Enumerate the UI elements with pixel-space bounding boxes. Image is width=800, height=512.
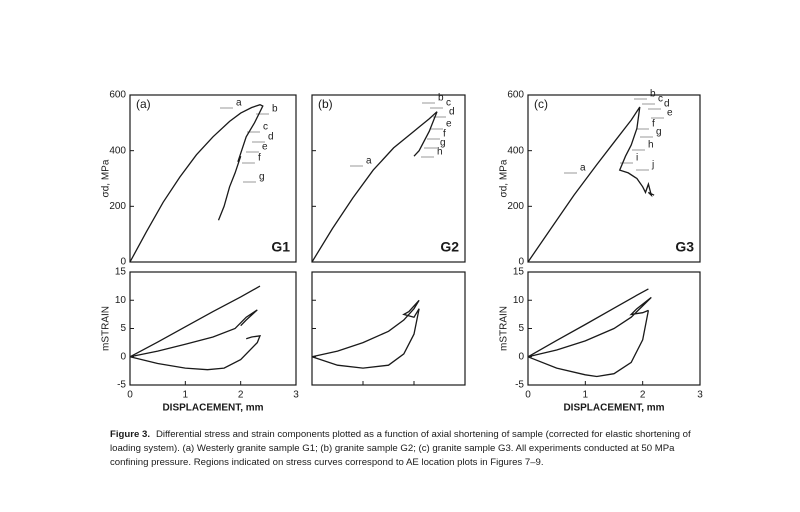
- x-tick-label: 0: [525, 390, 531, 401]
- y-tick-label: 400: [507, 145, 524, 156]
- x-tick-label: 0: [127, 390, 133, 401]
- plot-frame: [311, 271, 466, 386]
- region-label: e: [262, 142, 268, 153]
- sample-label: G2: [440, 239, 459, 255]
- x-tick-label: 1: [583, 390, 589, 401]
- panel-label: (a): [136, 97, 151, 111]
- plot-frame: [129, 94, 297, 263]
- y-tick-label: 15: [115, 267, 127, 278]
- x-tick-label: 2: [640, 390, 646, 401]
- region-label: a: [366, 156, 372, 167]
- region-label: i: [636, 153, 638, 164]
- curve: [129, 103, 264, 263]
- y-tick-label: -5: [117, 380, 126, 391]
- y-tick-label: 0: [518, 351, 524, 362]
- y-tick-label: 600: [507, 90, 524, 101]
- y-tick-label: 0: [120, 257, 126, 268]
- y-tick-label: 0: [518, 257, 524, 268]
- x-tick-label: 3: [697, 390, 703, 401]
- region-label: c: [263, 122, 268, 133]
- sample-label: G1: [271, 239, 290, 255]
- x-axis-label: DISPLACEMENT, mm: [563, 403, 664, 414]
- y-tick-label: 10: [115, 295, 127, 306]
- region-label: c: [446, 98, 451, 109]
- region-label: h: [648, 140, 654, 151]
- region-label: g: [259, 172, 265, 183]
- region-label: f: [652, 119, 655, 130]
- x-tick-label: 1: [183, 390, 189, 401]
- region-label: b: [272, 104, 278, 115]
- region-label: a: [580, 163, 586, 174]
- y-axis-label: σd, MPa: [499, 159, 510, 197]
- curve: [129, 309, 258, 358]
- region-label: g: [440, 138, 446, 149]
- region-label: b: [650, 89, 656, 100]
- region-label: a: [236, 98, 242, 109]
- y-tick-label: -5: [515, 380, 524, 391]
- panel-label: (c): [534, 97, 548, 111]
- y-tick-label: 10: [513, 295, 525, 306]
- region-label: h: [437, 147, 443, 158]
- region-label: f: [258, 153, 261, 164]
- y-tick-label: 0: [120, 351, 126, 362]
- curve: [527, 296, 652, 358]
- curve: [527, 106, 655, 263]
- region-label: d: [664, 99, 670, 110]
- y-tick-label: 600: [109, 90, 126, 101]
- curve: [311, 299, 420, 358]
- y-axis-label: σd, MPa: [101, 159, 112, 197]
- y-tick-label: 15: [513, 267, 525, 278]
- region-label: f: [443, 129, 446, 140]
- y-tick-label: 5: [518, 323, 524, 334]
- region-label: b: [438, 93, 444, 104]
- y-tick-label: 200: [507, 201, 524, 212]
- region-label: e: [667, 108, 673, 119]
- sample-label: G3: [675, 239, 694, 255]
- curve: [527, 288, 649, 358]
- y-axis-label: mSTRAIN: [499, 306, 510, 351]
- region-label: g: [656, 127, 662, 138]
- x-tick-label: 2: [238, 390, 244, 401]
- caption: Figure 3. Differential stress and strain …: [110, 428, 710, 470]
- region-label: j: [651, 160, 654, 171]
- y-tick-label: 5: [120, 323, 126, 334]
- region-label: e: [446, 119, 452, 130]
- x-axis-label: DISPLACEMENT, mm: [162, 403, 263, 414]
- plot-frame: [311, 94, 466, 263]
- plot-frame: [527, 94, 701, 263]
- curve: [311, 308, 420, 369]
- region-label: d: [268, 132, 274, 143]
- caption-label: Figure 3.: [110, 429, 150, 440]
- y-tick-label: 200: [109, 201, 126, 212]
- x-tick-label: 3: [293, 390, 299, 401]
- panel-label: (b): [318, 97, 333, 111]
- y-tick-label: 400: [109, 145, 126, 156]
- curve: [527, 310, 650, 378]
- plot-frame: [129, 271, 297, 386]
- curve: [129, 334, 262, 371]
- curve: [311, 111, 438, 263]
- region-label: c: [658, 94, 663, 105]
- caption-text: Differential stress and strain component…: [110, 429, 691, 468]
- region-label: d: [449, 107, 455, 118]
- y-axis-label: mSTRAIN: [101, 306, 112, 351]
- curve: [129, 285, 261, 358]
